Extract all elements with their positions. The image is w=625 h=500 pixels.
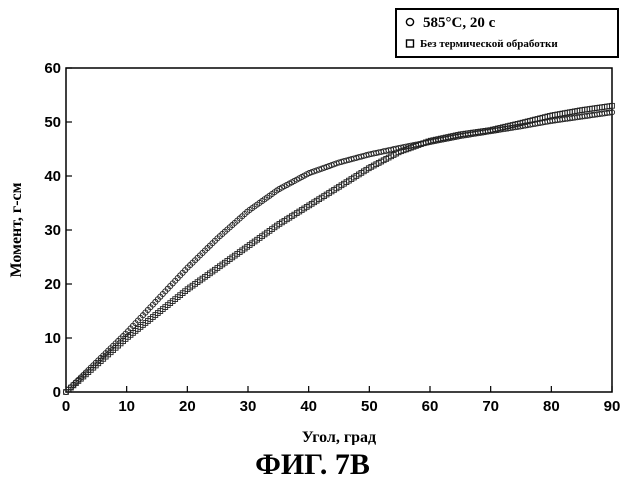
figure-caption: ФИГ. 7В: [0, 448, 625, 482]
axis-ticks: 0 10 20 30 40 50 60 70 80 90 0 10 20 30 40 50 60: [44, 60, 620, 415]
x-tick-label: 60: [422, 398, 439, 415]
x-tick-label: 10: [118, 398, 135, 415]
x-tick-label: 20: [179, 398, 196, 415]
x-tick-label: 90: [604, 398, 621, 415]
x-tick-label: 40: [300, 398, 317, 415]
y-tick-label: 20: [44, 276, 61, 293]
y-tick-label: 30: [44, 222, 61, 239]
x-tick-label: 70: [482, 398, 499, 415]
x-tick-label: 30: [240, 398, 257, 415]
x-tick-label: 80: [543, 398, 560, 415]
x-tick-label: 0: [62, 398, 70, 415]
series-2: [64, 103, 615, 394]
plot-frame: [66, 68, 612, 392]
series-markers: [63, 103, 614, 394]
legend-label-series-1: 585°C, 20 с: [423, 15, 496, 31]
legend-label-series-2: Без термической обработки: [420, 38, 558, 50]
y-axis-label: Момент, г-см: [8, 182, 25, 277]
y-tick-label: 40: [44, 168, 61, 185]
y-tick-label: 10: [44, 330, 61, 347]
y-tick-label: 60: [44, 60, 61, 77]
x-axis-label: Угол, град: [302, 429, 376, 445]
y-tick-label: 50: [44, 114, 61, 131]
legend: 585°C, 20 с Без термической обработки: [396, 9, 618, 57]
chart: 0 10 20 30 40 50 60 70 80 90 0 10 20 30 40 50 60 Угол, г…: [0, 0, 625, 445]
series-1: [63, 110, 614, 395]
y-tick-label: 0: [53, 384, 61, 401]
x-tick-label: 50: [361, 398, 378, 415]
